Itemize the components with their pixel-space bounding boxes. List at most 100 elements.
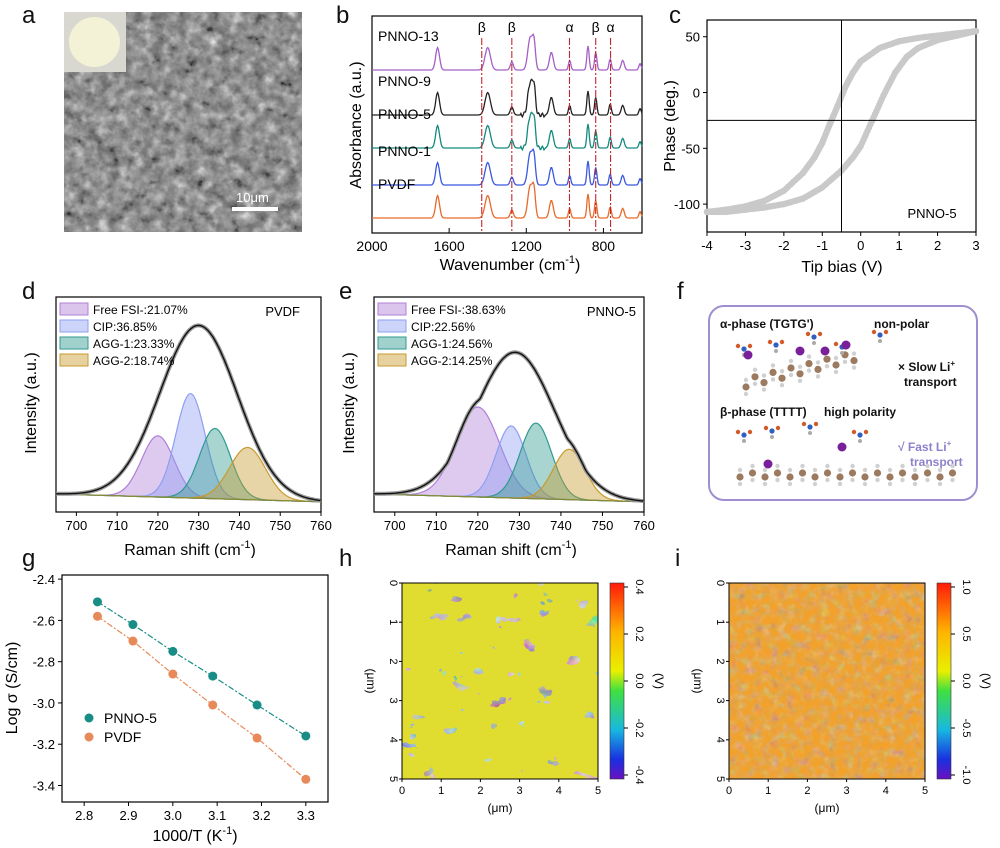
chart-c-axes: -4 -3 -2 -1 0 1 2 3 50 0 -50 -100 [674, 30, 980, 253]
series-label: PNNO-5 [378, 106, 431, 122]
colorbar-tick-label: 1.0 [960, 579, 972, 594]
chain-fluorine [900, 463, 905, 469]
legend-swatch [59, 319, 89, 333]
chain-fluorine [788, 358, 794, 364]
series-label: PNNO-9 [378, 73, 431, 89]
fsi-oxygen [801, 421, 807, 427]
x-tick-label: 2.8 [75, 808, 93, 823]
fit-envelope [56, 324, 321, 502]
chain-fluorine [787, 467, 793, 473]
chart-g-xlabel: 1000/T (K-1) [152, 825, 237, 845]
fast-li-label: √ Fast Li+ [898, 439, 952, 454]
chain-fluorine [887, 467, 893, 473]
series-label: PVDF [378, 176, 415, 192]
panel-label-g: g [22, 545, 36, 572]
li-ion [743, 350, 753, 360]
fsi-fluorine [770, 435, 774, 439]
chart-g-frame [61, 574, 329, 803]
chain-fluorine [752, 367, 758, 372]
legend-label: PVDF [104, 729, 141, 745]
chain-fluorine [812, 467, 818, 473]
y-tick-label: -2.4 [33, 572, 55, 587]
scale-bar [232, 207, 278, 211]
y-tick-label: 3 [387, 698, 399, 704]
x-tick-label: -4 [701, 238, 713, 253]
x-tick-label: 740 [229, 518, 251, 533]
y-tick-label: -50 [681, 141, 700, 156]
chain-fluorine [833, 369, 839, 375]
chain-carbon [769, 368, 777, 376]
chart-h-colorbar: 0.4 0.2 0.0 -0.2 -0.4 [609, 579, 645, 784]
spectrum-pnno-13 [372, 33, 643, 71]
chart-d-frame [55, 296, 322, 513]
colorbar [609, 582, 625, 780]
colorbar-tick-label: 0.4 [633, 579, 645, 594]
x-tick-label: 700 [66, 518, 88, 533]
chart-c-annotation: PNNO-5 [907, 206, 956, 221]
chain-fluorine [743, 391, 749, 397]
y-tick-label: -2.6 [33, 613, 55, 628]
li-ion [820, 346, 830, 356]
chain-carbon [811, 473, 819, 481]
chart-b-x-axis: 2000 1600 1200 800 [356, 228, 615, 254]
fsi-oxygen [747, 343, 753, 349]
scale-bar-label: 10μm [236, 190, 269, 205]
chain-fluorine [862, 481, 868, 487]
series-label: PNNO-13 [378, 28, 439, 44]
chain-fluorine [750, 463, 755, 469]
slow-li-label: × Slow Li+ [898, 359, 956, 374]
chain-fluorine [825, 463, 830, 469]
fsi-oxygen [813, 421, 819, 427]
chain-carbon [836, 473, 844, 481]
chain-carbon [886, 473, 894, 481]
chain-fluorine [775, 477, 780, 483]
band-marker-label: α [565, 19, 573, 35]
potential-map-h [402, 583, 598, 779]
chain-fluorine [851, 365, 857, 370]
chart-h-ylabel: (μm) [364, 669, 378, 694]
potential-map-i [729, 583, 925, 779]
li-ion [763, 459, 773, 469]
chart-c-ylabel: Phase (deg.) [664, 80, 679, 172]
chart-e-x-axis: 700 710 720 730 740 750 760 [384, 512, 655, 533]
spectrum-pnno-5 [372, 111, 643, 152]
colorbar-tick-label: -0.2 [633, 719, 645, 738]
chain-fluorine [837, 467, 843, 473]
colorbar-tick-label: 0.0 [633, 673, 645, 688]
li-ion [837, 442, 847, 452]
legend-swatch [377, 319, 407, 333]
fsi-nitrogen [741, 432, 747, 438]
x-tick-label: 700 [384, 518, 406, 533]
x-tick-label: 1 [438, 785, 444, 797]
fsi-nitrogen [769, 428, 775, 434]
fsi-fluorine [858, 439, 862, 443]
chain-fluorine [862, 467, 868, 473]
chain-fluorine [842, 359, 848, 364]
chart-c-crosshair [707, 20, 976, 232]
chain-fluorine [925, 463, 930, 469]
chain-fluorine [770, 363, 776, 368]
chart-d-xlabel: Raman shift (cm-1) [124, 539, 256, 558]
colorbar-tick-label: 0.0 [960, 673, 972, 688]
fsi-fluorine [840, 351, 844, 355]
x-tick-label: 800 [592, 238, 616, 254]
legend-swatch [59, 353, 89, 367]
chart-d: Free FSI-:21.07% CIP:36.85% AGG-1:23.33% AG… [23, 296, 332, 558]
chain-fluorine [797, 364, 803, 369]
legend-label: AGG-1:23.33% [93, 337, 175, 351]
chain-fluorine [950, 463, 955, 469]
x-tick-label: 720 [467, 518, 489, 533]
chain-carbon [787, 364, 795, 372]
spectrum-pnno-1 [372, 148, 643, 186]
loop-point [972, 28, 980, 35]
chain-fluorine [912, 481, 918, 487]
fsi-oxygen [767, 339, 773, 345]
fsi-oxygen [871, 329, 877, 335]
chain-fluorine [887, 481, 893, 487]
legend-swatch [377, 353, 407, 367]
x-tick-label: 5 [922, 785, 928, 797]
fit-line [97, 601, 307, 737]
colorbar-tick-label: 0.2 [633, 626, 645, 641]
x-tick-label: 3 [517, 785, 523, 797]
chain-fluorine [752, 381, 758, 386]
